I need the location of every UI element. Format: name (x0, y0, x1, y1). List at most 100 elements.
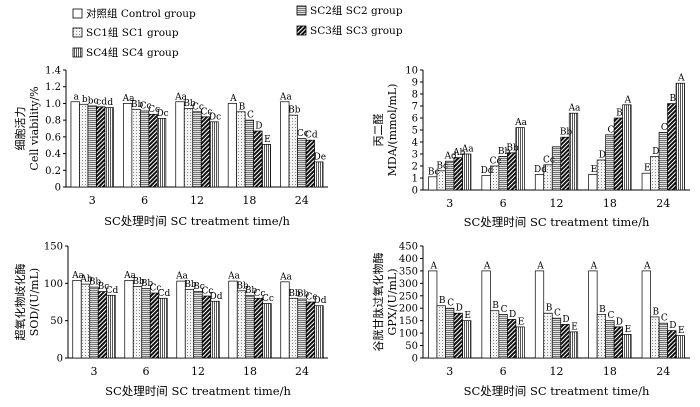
bar-sc3 (253, 297, 264, 359)
bar-sc3 (453, 157, 463, 191)
bar-sc2 (498, 314, 508, 359)
y-tick-label: 1 (412, 174, 418, 185)
bar-sc1 (288, 297, 299, 359)
bar-sc2 (141, 288, 151, 359)
bar-significance-label: Aa (122, 94, 135, 104)
bar-significance-label: Cc (490, 157, 502, 167)
y-tick-label: 350 (399, 266, 418, 277)
y-tick-label: 0 (55, 183, 61, 194)
bar-sc4 (462, 153, 472, 191)
bar-control (481, 270, 491, 359)
y-tick-label: 0 (412, 354, 418, 365)
y-tick-label: 150 (44, 242, 63, 253)
bar-significance-label: Bb (131, 100, 144, 110)
bar-significance-label: C (501, 305, 508, 315)
bar-control (72, 279, 82, 359)
bar-significance-label: Aa (71, 271, 84, 281)
bar-significance-label: A (677, 74, 685, 84)
bar-sc3 (253, 130, 263, 188)
bar-sc1 (236, 111, 246, 188)
bar-significance-label: Aa (461, 145, 474, 155)
bar-sc2 (551, 317, 562, 359)
bar-significance-label: Cc (201, 107, 213, 117)
bar-significance-label: E (644, 164, 651, 174)
bar-significance-label: Bb (288, 106, 301, 116)
bar-significance-label: Bc (98, 282, 110, 292)
bar-sc4 (622, 104, 632, 191)
bar-sc4 (622, 334, 632, 359)
bar-sc1 (543, 312, 553, 359)
x-axis-label: SC处理时间 SC treatment time/h (104, 214, 290, 228)
bar-sc2 (658, 322, 668, 359)
x-tick-label: 3 (446, 365, 453, 378)
bar-sc1 (184, 288, 195, 359)
bar-control (534, 270, 545, 359)
bar-sc3 (149, 292, 160, 359)
bar-significance-label: B (439, 296, 446, 306)
bar-sc1 (132, 285, 143, 359)
bar-sc4 (104, 107, 114, 188)
bar-significance-label: Cc (140, 101, 152, 111)
x-tick-label: 3 (89, 194, 96, 207)
y-tick-label: 1.4 (45, 66, 61, 77)
bar-significance-label: Aa (175, 272, 188, 282)
bar-sc3 (507, 319, 517, 359)
bar-significance-label: Bb (236, 281, 249, 291)
y-tick-label: 150 (399, 316, 418, 327)
x-tick-label: 24 (656, 365, 670, 378)
bar-significance-label: A (483, 261, 491, 271)
y-axis-label: 丙二醛 (371, 114, 385, 147)
mda-chart: 0123456789103BcBcAdAbAa6DdCcBbBbAa12DdCc… (371, 66, 690, 229)
x-tick-label: 12 (190, 194, 204, 207)
bar-sc1 (436, 305, 446, 359)
bar-significance-label: Bb (297, 290, 310, 300)
bar-significance-label: A (229, 94, 237, 104)
bar-sc2 (140, 110, 150, 188)
bar-sc1 (596, 314, 607, 359)
y-tick-label: 450 (399, 242, 418, 253)
bar-sc4 (568, 331, 579, 359)
bar-significance-label: Cd (305, 131, 318, 141)
bar-sc3 (667, 330, 677, 359)
bar-control (228, 280, 238, 359)
x-tick-label: 6 (141, 194, 148, 207)
bar-sc4 (462, 320, 472, 359)
y-tick-label: 2 (412, 162, 418, 173)
bar-significance-label: B (652, 307, 659, 317)
bar-significance-label: D (456, 304, 463, 314)
bar-control (588, 174, 598, 191)
bar-significance-label: Cc (150, 284, 162, 294)
bar-significance-label: B (239, 102, 246, 112)
bar-sc2 (605, 320, 615, 359)
bar-significance-label: E (518, 317, 525, 327)
bar-sc1 (236, 290, 247, 359)
bar-significance-label: Bc (436, 161, 448, 171)
bar-significance-label: De (314, 152, 327, 162)
bar-significance-label: Cc (543, 155, 555, 165)
x-tick-label: 18 (603, 365, 617, 378)
bar-sc4 (261, 144, 271, 188)
bar-sc3 (200, 116, 211, 188)
bar-sc3 (667, 103, 677, 191)
y-tick-label: 4 (412, 138, 418, 149)
x-tick-label: 24 (656, 197, 670, 210)
bar-sc4 (314, 305, 324, 359)
bar-significance-label: E (625, 325, 632, 335)
bar-control (70, 101, 80, 188)
bar-significance-label: Aa (123, 271, 136, 281)
bar-significance-label: D (599, 151, 606, 161)
x-tick-label: 12 (550, 365, 564, 378)
bar-significance-label: bc (88, 96, 99, 106)
x-axis-label: SC处理时间 SC treatment time/h (464, 215, 650, 229)
x-axis-label: SC处理时间 SC treatment time/h (105, 384, 291, 398)
bar-sc4 (262, 303, 272, 359)
bar-significance-label: Cc (254, 289, 266, 299)
bar-sc2 (245, 294, 255, 359)
legend-label-sc2: SC2组 SC2 group (310, 4, 403, 17)
bar-sc2 (658, 132, 668, 191)
bar-significance-label: E (678, 326, 685, 336)
bar-significance-label: E (464, 311, 471, 321)
bar-significance-label: Dd (534, 165, 547, 175)
x-tick-label: 6 (143, 365, 150, 378)
bar-significance-label: Bb (560, 128, 573, 138)
